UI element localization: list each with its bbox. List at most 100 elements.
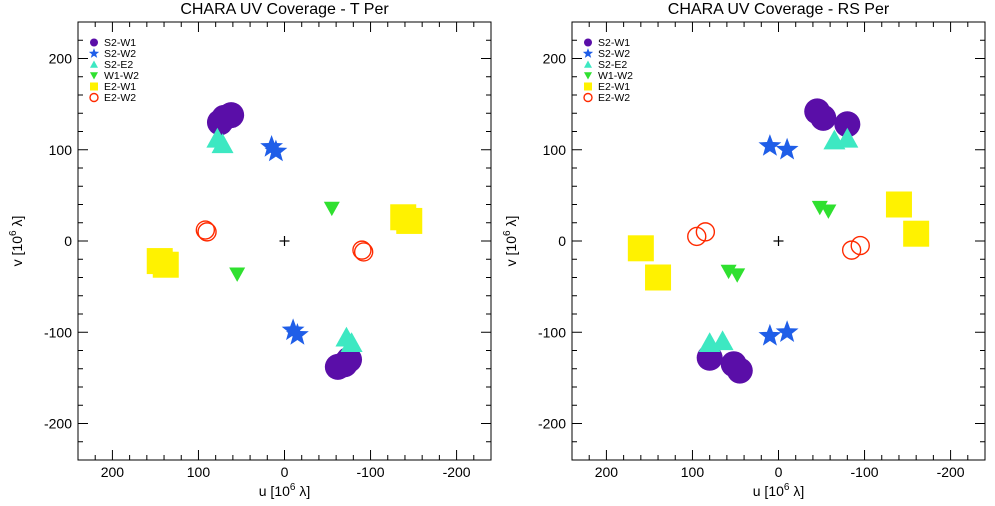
data-point <box>335 326 358 347</box>
legend-label: S2-W1 <box>598 37 630 49</box>
data-point <box>352 240 372 260</box>
legend-label: E2-W2 <box>598 92 630 104</box>
x-tick-label: 100 <box>681 464 705 480</box>
data-point <box>820 204 837 219</box>
x-tick-label: 200 <box>101 464 125 480</box>
data-point <box>698 332 721 352</box>
data-point <box>758 323 782 346</box>
legend-label: W1-W2 <box>104 70 139 82</box>
series-s2-w1 <box>206 102 363 380</box>
x-tick-label: -200 <box>937 464 965 480</box>
legend-marker <box>584 82 592 91</box>
data-point <box>323 201 340 217</box>
data-point <box>211 133 234 154</box>
y-tick-label: 200 <box>543 51 567 67</box>
data-point <box>229 267 246 282</box>
y-tick-label: 100 <box>49 142 73 158</box>
series-s2-e2 <box>206 127 363 352</box>
series-w1-w2 <box>720 200 837 283</box>
data-point <box>281 318 305 341</box>
series-e2-w2 <box>195 220 374 262</box>
series-s2-w1 <box>696 98 861 384</box>
y-axis-label: v [106 λ] <box>8 216 25 267</box>
legend-marker <box>90 72 98 80</box>
data-point <box>152 251 179 278</box>
y-axis-label: v [106 λ] <box>502 216 519 267</box>
y-tick-label: 0 <box>558 233 566 249</box>
data-point <box>627 235 654 262</box>
data-point <box>810 104 837 131</box>
data-point <box>695 222 716 242</box>
legend-label: S2-E2 <box>104 59 133 71</box>
legend-marker <box>90 38 98 47</box>
data-point <box>885 191 912 218</box>
legend-label: S2-W1 <box>104 37 136 49</box>
data-point <box>720 351 747 378</box>
series-s2-w2 <box>260 135 309 345</box>
y-tick-label: -200 <box>44 416 72 432</box>
series-e2-w2 <box>687 222 870 260</box>
legend-label: E2-W1 <box>598 81 630 93</box>
series-w1-w2 <box>229 201 340 282</box>
series-e2-w1 <box>627 191 930 291</box>
data-point <box>729 268 746 283</box>
legend-marker <box>584 60 592 68</box>
data-point <box>211 104 238 131</box>
data-point <box>758 134 782 156</box>
y-tick-label: 0 <box>64 233 72 249</box>
x-tick-label: 0 <box>775 464 783 480</box>
data-point <box>811 200 828 216</box>
data-point <box>711 330 734 351</box>
legend-marker <box>90 82 98 91</box>
chart-title: CHARA UV Coverage - T Per <box>180 1 389 18</box>
legend-label: S2-W2 <box>598 48 630 60</box>
y-tick-label: -100 <box>538 324 566 340</box>
data-point <box>645 264 672 291</box>
legend-marker <box>88 48 100 58</box>
data-point <box>775 137 799 160</box>
x-tick-label: 0 <box>281 464 289 480</box>
data-point <box>841 240 862 260</box>
y-tick-label: 100 <box>543 142 567 158</box>
legend-label: W1-W2 <box>598 70 633 82</box>
x-tick-label: 200 <box>595 464 619 480</box>
data-point <box>353 242 374 262</box>
data-point <box>264 139 288 162</box>
data-point <box>197 222 217 242</box>
y-tick-label: -200 <box>538 416 566 432</box>
data-point <box>903 220 930 247</box>
data-point <box>720 264 737 280</box>
data-point <box>331 351 358 378</box>
legend-label: E2-W1 <box>104 81 136 93</box>
legend-marker <box>584 38 592 47</box>
x-tick-label: -200 <box>443 464 471 480</box>
data-point <box>834 111 861 138</box>
legend-label: S2-E2 <box>598 59 627 71</box>
origin-plus-marker <box>279 236 290 246</box>
legend-marker <box>90 60 98 68</box>
legend-marker <box>584 72 592 80</box>
series-s2-e2 <box>698 127 859 352</box>
origin-plus-marker <box>773 236 784 246</box>
x-tick-label: 100 <box>187 464 211 480</box>
chart-panel-1: CHARA UV Coverage - T Per 200 100 0 -100 -200… <box>8 1 492 499</box>
y-tick-label: -100 <box>44 324 72 340</box>
data-point <box>390 204 417 231</box>
series-e2-w1 <box>146 204 423 278</box>
y-tick-label: 200 <box>49 51 73 67</box>
data-point <box>775 320 799 342</box>
data-point <box>260 135 284 157</box>
chart-panel-2: CHARA UV Coverage - RS Per 200 100 0 -100 -20… <box>502 1 986 499</box>
x-tick-label: -100 <box>851 464 879 480</box>
legend-marker <box>582 48 594 58</box>
x-axis-label: u [106 λ] <box>753 482 804 499</box>
legend-label: S2-W2 <box>104 48 136 60</box>
data-point <box>195 220 216 240</box>
chart-title: CHARA UV Coverage - RS Per <box>668 1 890 18</box>
data-point <box>836 127 859 148</box>
x-axis-label: u [106 λ] <box>259 482 310 499</box>
